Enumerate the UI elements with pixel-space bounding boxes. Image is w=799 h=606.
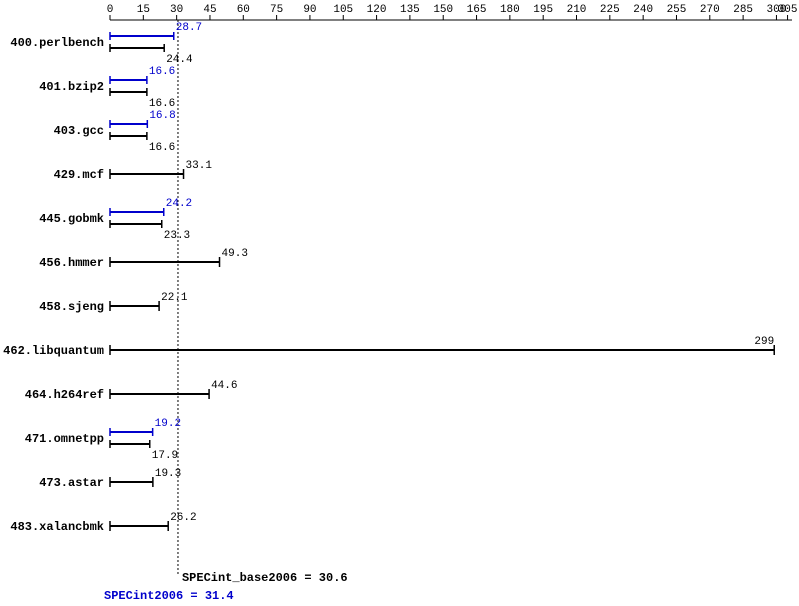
benchmark-label: 456.hmmer <box>39 256 104 270</box>
peak-bar-value: 19.2 <box>155 418 181 430</box>
x-axis-tick-label: 225 <box>600 4 620 16</box>
x-axis-tick-label: 30 <box>170 4 183 16</box>
base-bar-value: 23.3 <box>164 230 190 242</box>
benchmark-label: 483.xalancbmk <box>10 520 104 534</box>
base-bar-value: 16.6 <box>149 98 175 110</box>
x-axis-tick-label: 135 <box>400 4 420 16</box>
peak-bar-value: 28.7 <box>176 22 202 34</box>
benchmark-label: 403.gcc <box>54 124 104 138</box>
x-axis-tick-label: 270 <box>700 4 720 16</box>
base-bar-value: 49.3 <box>222 248 248 260</box>
chart-canvas: 0 15 30 45 60 75 90 105 120 135 150 165 180 195 210 225… <box>0 0 799 606</box>
benchmark-label: 445.gobmk <box>39 212 104 226</box>
x-axis-tick-label: 305 <box>778 4 798 16</box>
x-axis-tick-label: 90 <box>303 4 316 16</box>
x-axis-tick-label: 240 <box>633 4 653 16</box>
benchmark-label: 429.mcf <box>54 168 104 182</box>
peak-bar-value: 24.2 <box>166 198 192 210</box>
benchmark-label: 458.sjeng <box>39 300 104 314</box>
base-bar-value: 22.1 <box>161 292 188 304</box>
peak-bar-value: 16.8 <box>149 110 175 122</box>
spec-benchmark-chart: 0 15 30 45 60 75 90 105 120 135 150 165 180 195 210 225… <box>0 0 799 606</box>
x-axis-tick-label: 75 <box>270 4 283 16</box>
x-axis-tick-label: 255 <box>667 4 687 16</box>
benchmark-label: 471.omnetpp <box>25 432 104 446</box>
peak-bar-value: 16.6 <box>149 66 175 78</box>
x-axis-tick-label: 120 <box>367 4 387 16</box>
base-bar-value: 44.6 <box>211 380 237 392</box>
x-axis-tick-label: 45 <box>203 4 216 16</box>
benchmark-label: 462.libquantum <box>3 344 104 358</box>
x-axis-tick-label: 0 <box>107 4 114 16</box>
x-axis-tick-label: 15 <box>137 4 150 16</box>
benchmark-label: 400.perlbench <box>10 36 104 50</box>
benchmark-label: 464.h264ref <box>25 388 104 402</box>
base-bar-value: 17.9 <box>152 450 178 462</box>
x-axis-tick-label: 180 <box>500 4 520 16</box>
base-bar-value: 19.3 <box>155 468 181 480</box>
x-axis-tick-label: 195 <box>533 4 553 16</box>
benchmark-label: 473.astar <box>39 476 104 490</box>
base-bar-value: 26.2 <box>170 512 196 524</box>
summary-peak-label: SPECint2006 = 31.4 <box>104 589 234 603</box>
x-axis-tick-label: 285 <box>733 4 753 16</box>
base-bar-value: 33.1 <box>186 160 213 172</box>
base-bar-value: 24.4 <box>166 54 193 66</box>
x-axis-tick-label: 105 <box>333 4 353 16</box>
x-axis-tick-label: 150 <box>433 4 453 16</box>
base-bar-value: 16.6 <box>149 142 175 154</box>
x-axis-tick-label: 165 <box>467 4 487 16</box>
summary-base-label: SPECint_base2006 = 30.6 <box>182 571 348 585</box>
x-axis-tick-label: 210 <box>567 4 587 16</box>
benchmark-label: 401.bzip2 <box>39 80 104 94</box>
x-axis-tick-label: 60 <box>237 4 250 16</box>
base-bar-value: 299 <box>754 336 774 348</box>
